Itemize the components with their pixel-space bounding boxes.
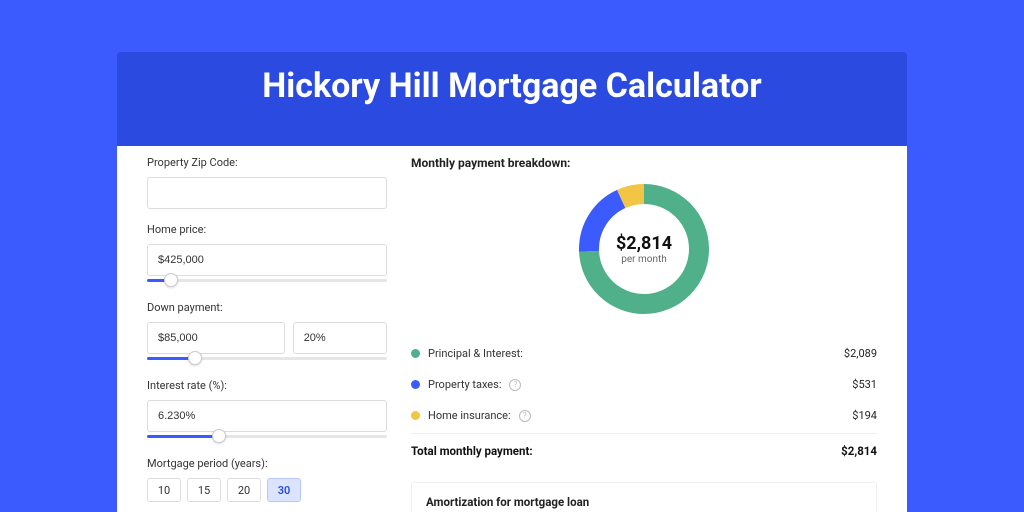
slider-thumb[interactable]	[188, 351, 202, 365]
down-payment-slider[interactable]	[147, 353, 387, 365]
amortization-box: Amortization for mortgage loan Amortizat…	[411, 482, 877, 512]
legend-value: $2,089	[844, 347, 877, 360]
interest-rate-input[interactable]	[147, 400, 387, 432]
zip-input[interactable]	[147, 177, 387, 209]
interest-rate-slider[interactable]	[147, 431, 387, 443]
legend-row: Principal & Interest: $2,089	[411, 338, 877, 369]
breakdown-column: Monthly payment breakdown: $2,814 per mo…	[411, 156, 877, 512]
help-icon[interactable]: ?	[509, 379, 521, 391]
interest-rate-field: Interest rate (%):	[147, 379, 387, 443]
legend-dot	[411, 349, 420, 358]
slider-thumb[interactable]	[164, 273, 178, 287]
donut-subtitle: per month	[621, 254, 667, 265]
legend-value: $531	[852, 378, 877, 391]
home-price-slider[interactable]	[147, 275, 387, 287]
period-button-20[interactable]: 20	[227, 478, 261, 502]
period-button-10[interactable]: 10	[147, 478, 181, 502]
period-button-15[interactable]: 15	[187, 478, 221, 502]
zip-field: Property Zip Code:	[147, 156, 387, 209]
home-price-field: Home price:	[147, 223, 387, 287]
amortization-title: Amortization for mortgage loan	[426, 495, 862, 509]
donut-chart: $2,814 per month	[411, 184, 877, 314]
down-payment-amount-input[interactable]	[147, 322, 285, 354]
help-icon[interactable]: ?	[519, 410, 531, 422]
legend-label: Principal & Interest:	[428, 347, 523, 360]
interest-rate-label: Interest rate (%):	[147, 379, 387, 392]
page-title: Hickory Hill Mortgage Calculator	[117, 66, 907, 106]
home-price-label: Home price:	[147, 223, 387, 236]
slider-thumb[interactable]	[212, 429, 226, 443]
legend-row: Home insurance:? $194	[411, 400, 877, 431]
period-button-30[interactable]: 30	[267, 478, 301, 502]
legend-value: $194	[852, 409, 877, 422]
donut-amount: $2,814	[616, 233, 672, 254]
period-buttons: 10152030	[147, 478, 387, 502]
legend-dot	[411, 380, 420, 389]
legend-label: Property taxes:	[428, 378, 501, 391]
zip-label: Property Zip Code:	[147, 156, 387, 169]
legend-dot	[411, 411, 420, 420]
form-column: Property Zip Code: Home price: Down paym…	[147, 156, 387, 512]
header-bar: Hickory Hill Mortgage Calculator	[117, 52, 907, 146]
calculator-card: Property Zip Code: Home price: Down paym…	[117, 126, 907, 512]
down-payment-percent-input[interactable]	[293, 322, 387, 354]
total-row: Total monthly payment: $2,814	[411, 433, 877, 468]
home-price-input[interactable]	[147, 244, 387, 276]
legend: Principal & Interest: $2,089 Property taxe…	[411, 338, 877, 431]
down-payment-field: Down payment:	[147, 301, 387, 365]
breakdown-title: Monthly payment breakdown:	[411, 156, 877, 170]
total-label: Total monthly payment:	[411, 444, 533, 458]
period-field: Mortgage period (years): 10152030	[147, 457, 387, 502]
down-payment-label: Down payment:	[147, 301, 387, 314]
legend-label: Home insurance:	[428, 409, 511, 422]
period-label: Mortgage period (years):	[147, 457, 387, 470]
legend-row: Property taxes:? $531	[411, 369, 877, 400]
total-value: $2,814	[841, 444, 877, 458]
